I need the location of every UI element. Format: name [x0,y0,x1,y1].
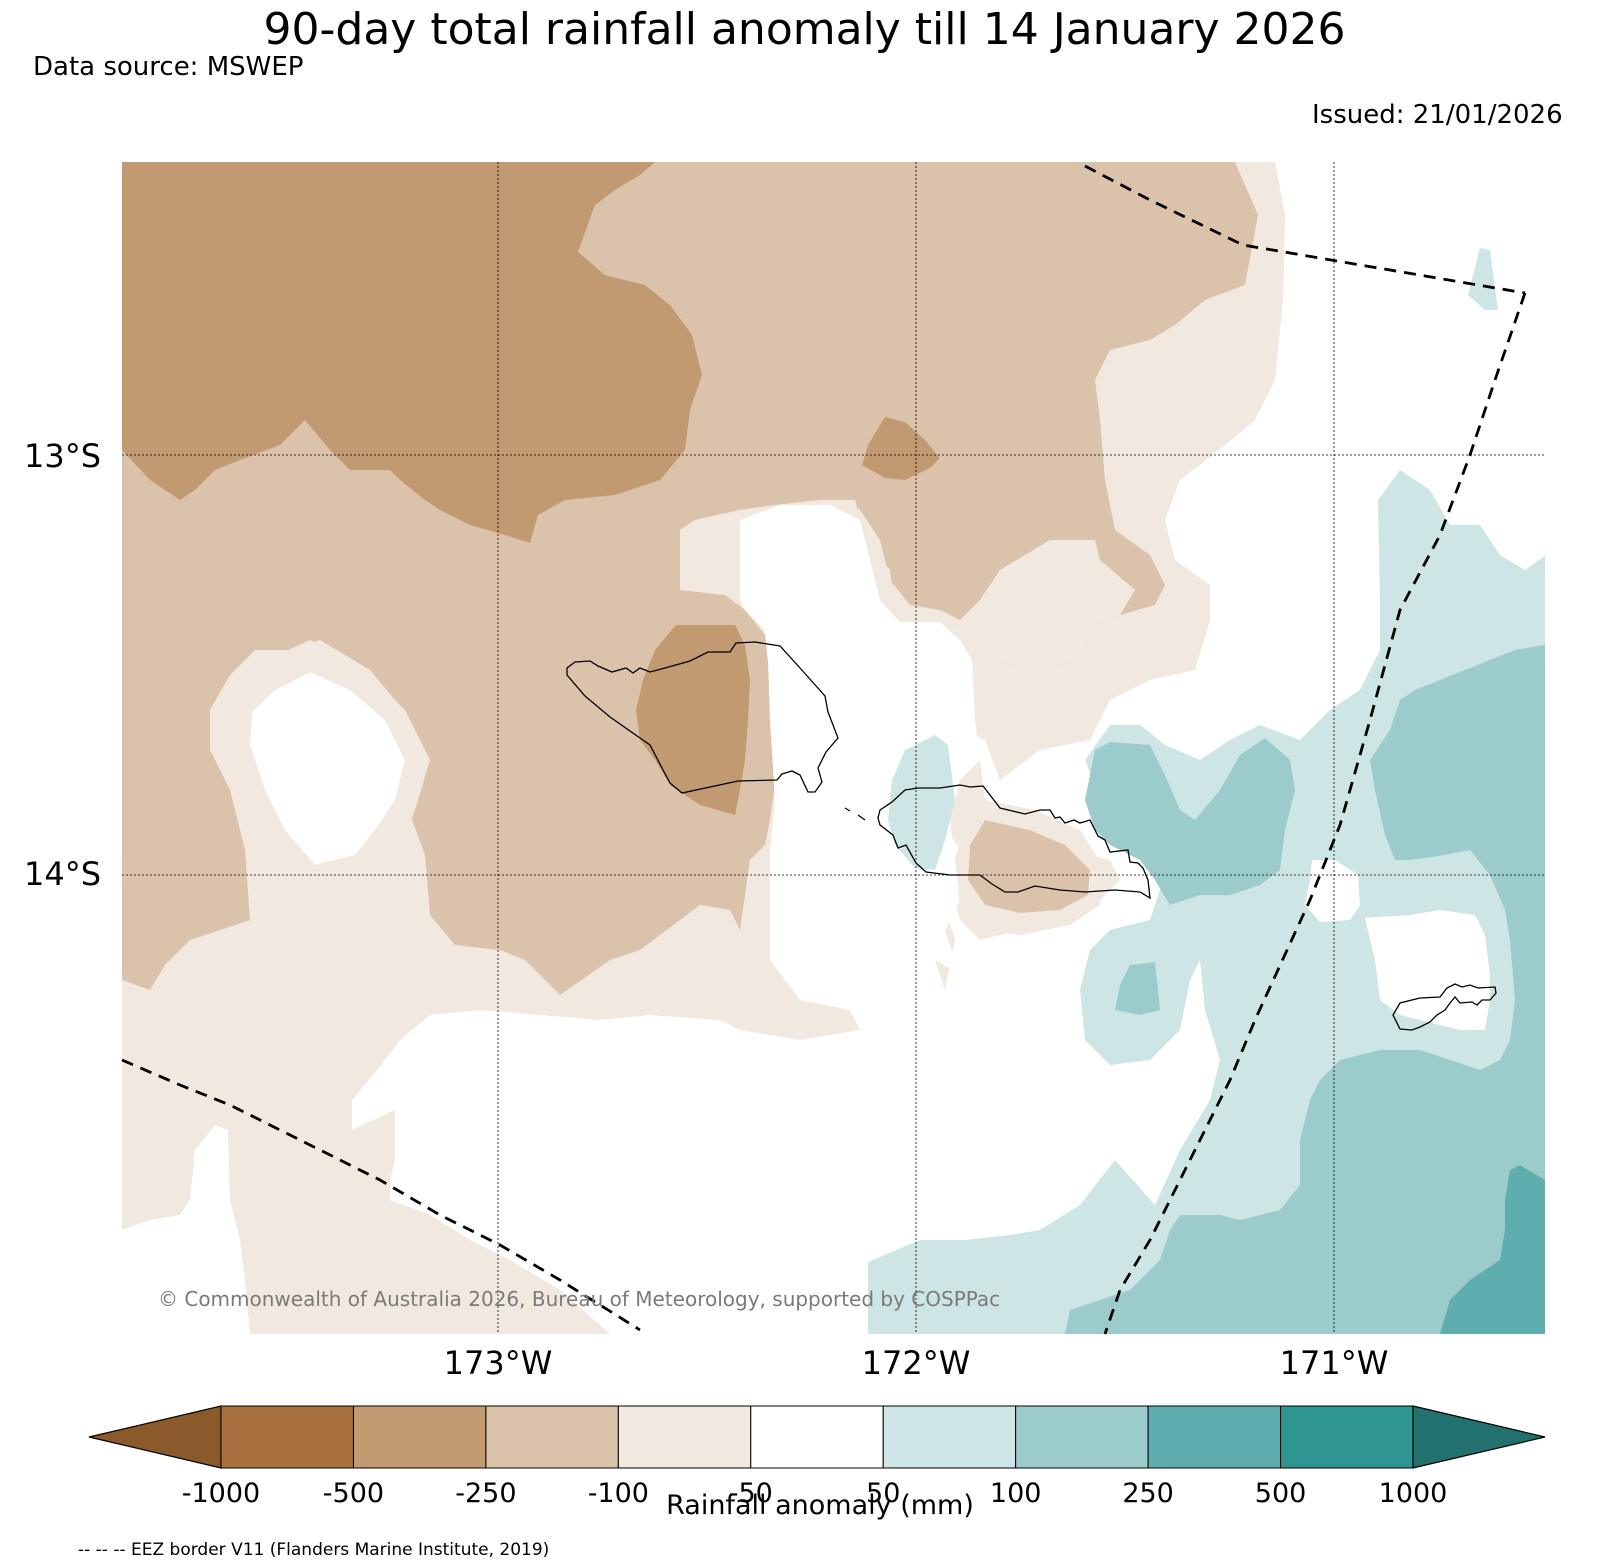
lat-label-13s: 13°S [24,437,101,475]
lat-label-14s: 14°S [24,855,101,893]
coastlines [566,641,1497,1031]
anomaly-region-light-teal-savaii-east [888,735,955,870]
anomaly-region-dark-teal-se [1440,1165,1545,1334]
lon-label-172w: 172°W [862,1344,971,1382]
anomaly-region-dark-brown-small [862,417,940,480]
graticule [122,162,1545,1334]
eez-borders [121,164,1527,1335]
anomaly-region-white-east-1 [1305,860,1360,922]
map-title: 90-day total rainfall anomaly till 14 Ja… [263,4,1346,55]
eez-border-north [1084,164,1526,295]
anomaly-region-light-brown-upolu-ring [955,800,1105,935]
anomaly-region-light-brown-ring-west [225,640,430,895]
coastline-upolu [877,784,1151,900]
data-source-label: Data source: MSWEP [33,52,304,82]
anomaly-region-light-teal-ne [1468,248,1498,310]
anomaly-region-dark-brown-nw [122,162,702,543]
anomaly-region-light-brown-hole [680,500,1135,670]
anomaly-region-mid-teal-east [1065,645,1545,1334]
colorbar-title: Rainfall anomaly (mm) [666,1490,974,1521]
anomaly-region-white-west [250,672,405,865]
anomaly-region-white-east-2 [1365,910,1490,1030]
anomaly-region-mid-teal-upolu-east [1085,738,1295,905]
lon-label-173w: 173°W [444,1344,553,1382]
map-area [122,162,1545,1334]
anomaly-region-mid-teal-small [1115,962,1160,1015]
anomaly-region-dark-brown-savaii [636,625,750,815]
coastline-islet-1 [844,807,851,812]
coastline-tutuila [1392,983,1497,1031]
coastline-savaii [566,641,839,794]
coastline-islet-2 [857,814,866,821]
issued-date-label: Issued: 21/01/2026 [1312,100,1563,130]
eez-border-east [1103,292,1527,1335]
eez-legend-note: -- -- -- EEZ border V11 (Flanders Marine… [78,1540,550,1560]
copyright-notice: © Commonwealth of Australia 2026, Bureau… [158,1287,1001,1311]
anomaly-region-white-channel [740,505,980,1030]
lon-label-171w: 171°W [1280,1344,1389,1382]
eez-border-southwest [121,1058,641,1332]
